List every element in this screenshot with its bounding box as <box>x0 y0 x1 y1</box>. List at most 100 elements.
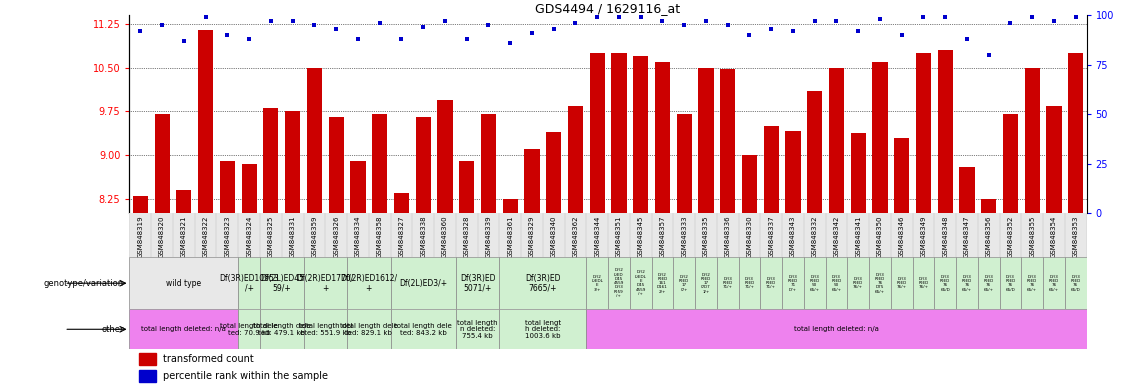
Bar <box>804 213 825 257</box>
Bar <box>1000 257 1021 309</box>
Bar <box>459 161 474 213</box>
Bar <box>825 213 847 257</box>
Text: Df(3
R)ED
76
65/+: Df(3 R)ED 76 65/+ <box>962 275 972 292</box>
Bar <box>587 213 608 257</box>
Bar <box>783 257 804 309</box>
Bar <box>1065 213 1087 257</box>
Bar <box>1000 213 1021 257</box>
Bar <box>587 309 1087 349</box>
Text: GSM848359: GSM848359 <box>312 215 318 258</box>
Text: Df(3
R)ED
76
65/D: Df(3 R)ED 76 65/D <box>940 275 950 292</box>
Text: Df(3
R)ED
76
65/D: Df(3 R)ED 76 65/D <box>1071 275 1081 292</box>
Text: GSM848330: GSM848330 <box>747 215 752 258</box>
Text: Df(3
R)ED
76
65/+: Df(3 R)ED 76 65/+ <box>1048 275 1060 292</box>
Bar <box>783 213 804 257</box>
Bar <box>1003 114 1018 213</box>
Bar <box>804 257 825 309</box>
Text: Df(2
R)ED
161
D161
2/+: Df(2 R)ED 161 D161 2/+ <box>658 273 668 294</box>
Text: total length deleted: n/a: total length deleted: n/a <box>142 326 226 332</box>
Bar <box>695 257 717 309</box>
Bar <box>477 213 499 257</box>
Text: Df(2R)ED1612/
+: Df(2R)ED1612/ + <box>340 274 397 293</box>
Text: GSM848325: GSM848325 <box>268 215 274 258</box>
Text: GSM848346: GSM848346 <box>899 215 904 258</box>
Bar <box>629 257 652 309</box>
Text: GSM848341: GSM848341 <box>855 215 861 258</box>
Text: GSM848356: GSM848356 <box>985 215 992 258</box>
Text: GSM848324: GSM848324 <box>247 215 252 258</box>
Text: total length dele
ted: 829.1 kb: total length dele ted: 829.1 kb <box>340 323 397 336</box>
Bar <box>394 193 409 213</box>
Text: GSM848326: GSM848326 <box>333 215 339 258</box>
Bar <box>499 309 587 349</box>
Text: total length dele
ted: 70.9 kb: total length dele ted: 70.9 kb <box>221 323 278 336</box>
Text: GSM848321: GSM848321 <box>181 215 187 258</box>
Text: GSM848353: GSM848353 <box>1073 215 1079 258</box>
Bar <box>481 114 497 213</box>
Bar <box>239 309 260 349</box>
Bar <box>282 213 304 257</box>
Text: Df(2
L)EDL
E
D45
4559
/+: Df(2 L)EDL E D45 4559 /+ <box>635 270 646 296</box>
Bar <box>154 114 170 213</box>
Bar <box>829 68 844 213</box>
Text: total length dele
ted: 479.1 kb: total length dele ted: 479.1 kb <box>253 323 311 336</box>
Bar <box>1065 257 1087 309</box>
Bar <box>717 213 739 257</box>
Text: total length
n deleted:
755.4 kb: total length n deleted: 755.4 kb <box>457 320 498 339</box>
Bar <box>785 131 801 213</box>
Text: Df(3
R)ED
71/+: Df(3 R)ED 71/+ <box>723 277 733 290</box>
Bar <box>437 100 453 213</box>
Text: GSM848331: GSM848331 <box>289 215 296 258</box>
Bar <box>847 213 869 257</box>
Bar <box>260 257 304 309</box>
Bar <box>938 50 953 213</box>
Bar <box>434 213 456 257</box>
Bar <box>981 199 997 213</box>
Bar <box>869 257 891 309</box>
Text: GSM848358: GSM848358 <box>376 215 383 258</box>
Bar <box>652 213 673 257</box>
Bar <box>742 155 757 213</box>
Bar <box>1046 106 1062 213</box>
Bar <box>347 309 391 349</box>
Bar <box>239 213 260 257</box>
Bar <box>1043 257 1065 309</box>
Bar <box>873 62 887 213</box>
Bar <box>891 213 912 257</box>
Bar <box>391 309 456 349</box>
Bar <box>216 213 239 257</box>
Bar <box>959 167 975 213</box>
Text: Df(2L)ED3/+: Df(2L)ED3/+ <box>399 279 447 288</box>
Bar <box>915 53 931 213</box>
Text: total length deleted: n/a: total length deleted: n/a <box>794 326 879 332</box>
Bar <box>1025 68 1039 213</box>
Bar <box>956 213 977 257</box>
Bar <box>499 257 587 309</box>
Text: Df(3
R)ED
76/+: Df(3 R)ED 76/+ <box>854 277 864 290</box>
Text: Df(2R)ED1770/
+: Df(2R)ED1770/ + <box>296 274 354 293</box>
Bar <box>652 257 673 309</box>
Bar <box>629 213 652 257</box>
Bar <box>698 68 714 213</box>
Bar <box>717 257 739 309</box>
Bar <box>198 30 213 213</box>
Text: GSM848349: GSM848349 <box>920 215 927 258</box>
Bar <box>521 213 543 257</box>
Text: Df(3
R)ED
71/+: Df(3 R)ED 71/+ <box>766 277 776 290</box>
Bar <box>590 53 605 213</box>
Bar <box>325 213 347 257</box>
Text: GSM848360: GSM848360 <box>441 215 448 258</box>
Bar <box>869 213 891 257</box>
Bar <box>912 213 935 257</box>
Text: total length dele
ted: 843.2 kb: total length dele ted: 843.2 kb <box>394 323 452 336</box>
Bar <box>347 257 391 309</box>
Text: GSM848333: GSM848333 <box>681 215 687 258</box>
Text: GSM848319: GSM848319 <box>137 215 143 258</box>
Text: Df(2
R)ED
17
0/+: Df(2 R)ED 17 0/+ <box>679 275 689 292</box>
Bar <box>760 257 783 309</box>
Text: GSM848336: GSM848336 <box>725 215 731 258</box>
Text: Df(3
R)ED
71
D/+: Df(3 R)ED 71 D/+ <box>788 275 798 292</box>
Bar <box>935 213 956 257</box>
Bar <box>456 257 499 309</box>
Bar <box>739 257 760 309</box>
